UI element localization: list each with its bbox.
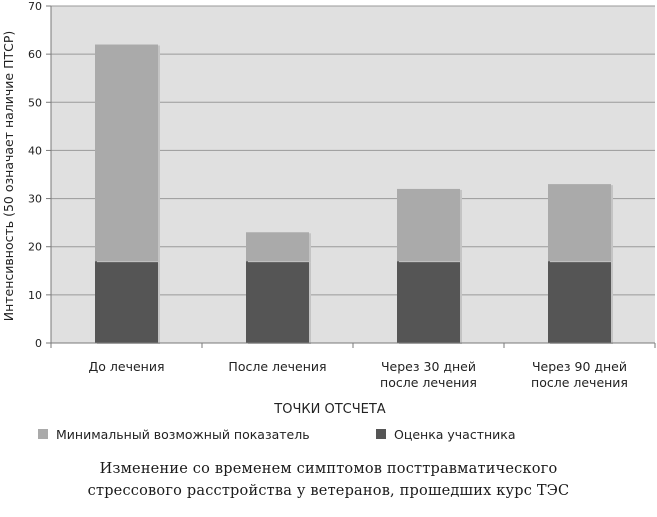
legend-swatch bbox=[38, 429, 48, 439]
x-axis-label: ТОЧКИ ОТСЧЕТА bbox=[273, 402, 385, 417]
y-tick-label: 70 bbox=[28, 0, 42, 13]
y-tick-label: 10 bbox=[28, 289, 42, 302]
x-tick-label: Через 90 дней после лечения bbox=[531, 359, 628, 390]
y-tick-label: 50 bbox=[28, 96, 42, 109]
y-tick-label: 60 bbox=[28, 48, 42, 61]
bar-minimum-possible-3 bbox=[548, 184, 611, 262]
y-tick-label: 30 bbox=[28, 193, 42, 206]
legend-label: Оценка участника bbox=[394, 427, 516, 442]
x-tick-label: Через 30 дней после лечения bbox=[380, 359, 477, 390]
caption-line-1: Изменение со временем симптомов посттрав… bbox=[99, 461, 558, 477]
bar-minimum-possible-1 bbox=[246, 232, 309, 262]
y-axis-label: Интенсивность (50 означает наличие ПТСР) bbox=[1, 31, 16, 322]
y-tick-label: 0 bbox=[35, 337, 42, 350]
y-tick-label: 40 bbox=[28, 144, 42, 157]
figure-caption: Изменение со временем симптомов посттрав… bbox=[20, 458, 637, 502]
x-tick-label: После лечения bbox=[228, 359, 326, 374]
legend-swatch bbox=[376, 429, 386, 439]
legend: Минимальный возможный показатель Оценка у… bbox=[38, 427, 516, 442]
bar-participant-score-0 bbox=[95, 261, 158, 343]
caption-line-2: стрессового расстройства у ветеранов, пр… bbox=[87, 483, 570, 499]
x-tick-label: До лечения bbox=[89, 359, 165, 374]
bar-minimum-possible-0 bbox=[95, 44, 158, 262]
bar-minimum-possible-2 bbox=[397, 188, 460, 262]
bar-participant-score-2 bbox=[397, 261, 460, 343]
legend-label: Минимальный возможный показатель bbox=[56, 427, 310, 442]
bar-participant-score-1 bbox=[246, 261, 309, 343]
bar-participant-score-3 bbox=[548, 261, 611, 343]
y-tick-label: 20 bbox=[28, 241, 42, 254]
